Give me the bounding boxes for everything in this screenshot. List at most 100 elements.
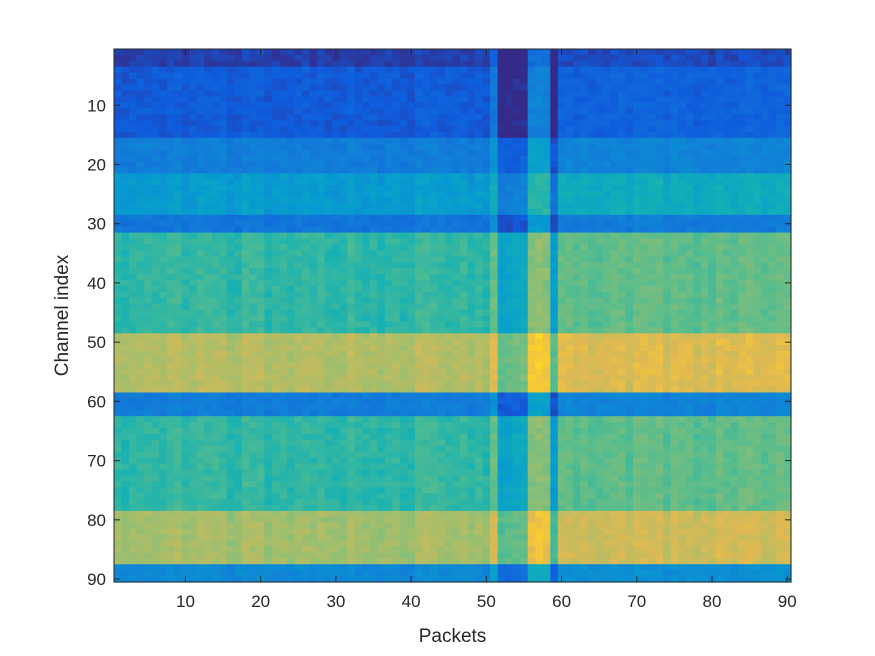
heatmap-cell [369, 173, 378, 180]
heatmap-cell [114, 274, 123, 281]
heatmap-cell [475, 297, 484, 305]
heatmap-cell [294, 173, 303, 180]
heatmap-cell [324, 208, 333, 216]
heatmap-cell [241, 374, 250, 382]
heatmap-cell [369, 368, 378, 376]
heatmap-cell [429, 60, 439, 68]
heatmap-cell [407, 356, 416, 364]
heatmap-cell [256, 137, 266, 145]
heatmap-cell [354, 220, 363, 228]
heatmap-cell [550, 291, 559, 299]
heatmap-cell [189, 120, 198, 127]
heatmap-cell [535, 309, 544, 317]
heatmap-cell [542, 256, 551, 263]
heatmap-cell [174, 303, 183, 311]
heatmap-cell [738, 108, 747, 115]
heatmap-cell [332, 345, 341, 352]
heatmap-cell [189, 54, 198, 62]
heatmap-cell [648, 179, 657, 186]
heatmap-cell [287, 256, 296, 263]
heatmap-cell [114, 114, 123, 121]
heatmap-cell [309, 256, 318, 263]
heatmap-cell [760, 220, 770, 228]
heatmap-cell [317, 220, 326, 228]
heatmap-cell [775, 244, 785, 251]
heatmap-cell [633, 114, 642, 121]
heatmap-cell [467, 191, 476, 198]
heatmap-cell [520, 125, 529, 133]
heatmap-cell [324, 356, 333, 364]
heatmap-cell [189, 303, 198, 311]
heatmap-cell [520, 185, 529, 192]
heatmap-cell [768, 155, 777, 163]
heatmap-cell [407, 368, 416, 376]
heatmap-cell [324, 291, 333, 299]
heatmap-cell [444, 197, 454, 204]
heatmap-cell [768, 250, 777, 257]
heatmap-cell [775, 214, 785, 222]
heatmap-cell [429, 226, 439, 234]
heatmap-cell [339, 208, 348, 216]
heatmap-cell [602, 179, 612, 186]
heatmap-cell [264, 351, 273, 358]
heatmap-cell [279, 197, 288, 204]
heatmap-cell [444, 238, 454, 246]
heatmap-cell [678, 131, 687, 139]
heatmap-cell [595, 125, 604, 133]
heatmap-cell [602, 54, 612, 62]
heatmap-cell [490, 303, 499, 311]
heatmap-cell [768, 137, 777, 145]
heatmap-cell [144, 167, 153, 174]
heatmap-cell [399, 191, 408, 198]
heatmap-cell [640, 179, 649, 186]
heatmap-cell [700, 167, 709, 174]
heatmap-cell [219, 368, 228, 376]
heatmap-cell [633, 232, 642, 240]
heatmap-cell [452, 339, 461, 346]
heatmap-cell [663, 274, 672, 281]
heatmap-cell [452, 202, 461, 210]
heatmap-cell [625, 90, 634, 97]
heatmap-cell [324, 262, 333, 269]
heatmap-cell [174, 285, 183, 293]
heatmap-cell [617, 197, 627, 204]
heatmap-cell [602, 78, 612, 86]
heatmap-cell [633, 66, 642, 74]
heatmap-cell [557, 232, 566, 240]
heatmap-cell [332, 143, 341, 151]
heatmap-cell [452, 256, 461, 263]
heatmap-cell [633, 96, 642, 103]
heatmap-cell [271, 279, 281, 287]
heatmap-cell [467, 268, 476, 275]
heatmap-cell [783, 214, 792, 222]
heatmap-cell [226, 202, 235, 210]
heatmap-cell [760, 303, 770, 311]
heatmap-cell [159, 339, 168, 346]
heatmap-cell [565, 226, 574, 234]
heatmap-cell [249, 327, 258, 334]
heatmap-cell [602, 244, 612, 251]
heatmap-cell [783, 167, 792, 174]
heatmap-cell [475, 54, 484, 62]
heatmap-cell [753, 250, 762, 257]
heatmap-cell [437, 191, 446, 198]
heatmap-cell [708, 66, 717, 74]
heatmap-cell [384, 274, 393, 281]
heatmap-cell [399, 102, 408, 109]
heatmap-cell [452, 226, 461, 234]
heatmap-cell [256, 339, 266, 346]
heatmap-cell [482, 279, 491, 287]
heatmap-cell [429, 114, 439, 121]
heatmap-cell [211, 279, 220, 287]
heatmap-cell [151, 78, 160, 86]
heatmap-cell [745, 274, 754, 281]
heatmap-cell [234, 356, 243, 364]
heatmap-cell [414, 90, 424, 97]
heatmap-cell [557, 226, 566, 234]
heatmap-cell [693, 309, 702, 317]
heatmap-cell [309, 279, 318, 287]
heatmap-cell [512, 197, 521, 204]
heatmap-cell [317, 125, 326, 133]
heatmap-cell [723, 149, 732, 157]
heatmap-cell [610, 226, 619, 234]
